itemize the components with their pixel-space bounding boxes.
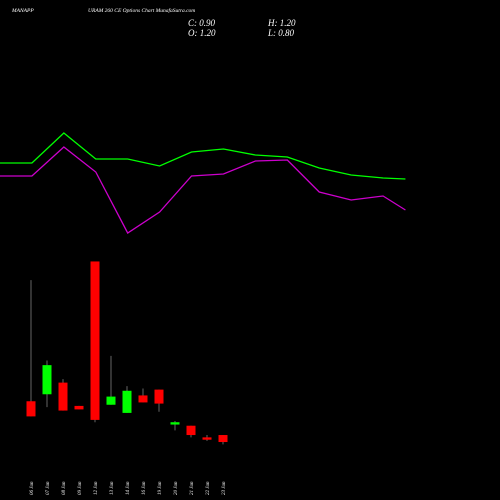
x-tick-label: 12 Jan [94, 481, 99, 495]
x-tick-label: 16 Jan [142, 481, 147, 495]
candle-body [218, 435, 228, 443]
x-tick-label: 20 Jan [174, 481, 179, 495]
candle-body [202, 437, 212, 440]
candle-body [154, 389, 164, 404]
candle-body [138, 395, 148, 403]
line-series [0, 146, 406, 234]
candle-body [90, 261, 100, 420]
stat-low: L: 0.80 [267, 28, 295, 38]
chart-title: MANAPP [11, 8, 34, 14]
candle-body [106, 396, 116, 405]
candle-body [42, 365, 52, 395]
x-tick-label: 09 Jan [78, 481, 83, 495]
x-tick-label: 08 Jan [62, 481, 67, 495]
x-tick-label: 23 Jan [222, 481, 227, 495]
chart-title: URAM 260 CE Options Chart MunafaSutra.co… [88, 7, 195, 14]
candle-body [58, 382, 68, 411]
candle-body [26, 401, 36, 417]
candle-body [74, 405, 84, 410]
x-tick-label: 07 Jan [46, 481, 51, 495]
x-tick-label: 22 Jan [206, 481, 211, 495]
candle-body [122, 390, 132, 413]
x-tick-label: 21 Jan [190, 481, 195, 495]
stat-high: H: 1.20 [267, 18, 296, 28]
candle-body [170, 422, 180, 425]
stat-close: C: 0.90 [188, 18, 216, 28]
x-tick-label: 14 Jan [126, 481, 131, 495]
x-tick-label: 19 Jan [158, 481, 163, 495]
stat-open: O: 1.20 [188, 28, 216, 38]
x-tick-label: 06 Jan [30, 481, 35, 495]
line-series [0, 132, 406, 180]
x-tick-label: 13 Jan [110, 481, 115, 495]
candle-body [186, 425, 196, 436]
